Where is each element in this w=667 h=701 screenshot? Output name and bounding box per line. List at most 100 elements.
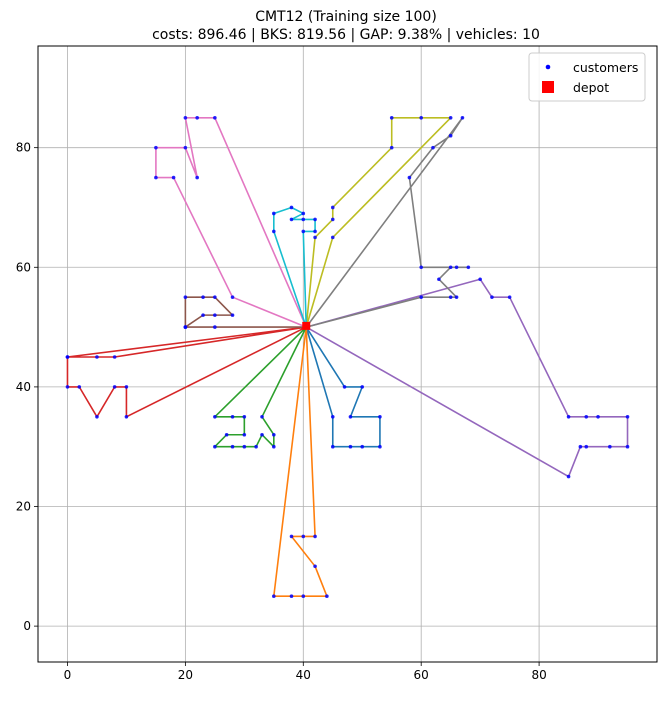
customer-point: [124, 414, 129, 419]
customer-point: [260, 414, 264, 419]
customer-point: [230, 414, 235, 419]
route-line-6: [184, 296, 307, 328]
y-tick-label: 0: [23, 619, 31, 633]
customer-point: [289, 205, 294, 210]
customer-point: [325, 594, 329, 599]
customer-point: [584, 414, 589, 419]
customer-point: [407, 175, 412, 180]
customer-point: [183, 115, 188, 120]
legend: customers depot: [528, 52, 646, 102]
y-tick-label: 40: [16, 380, 31, 394]
customer-point: [124, 385, 129, 389]
customer-point: [448, 115, 453, 120]
customer-point: [330, 414, 335, 419]
customer-point: [195, 115, 199, 120]
customer-points: [65, 115, 630, 599]
customer-point: [201, 295, 205, 299]
customer-point: [454, 295, 459, 299]
customer-point: [183, 325, 188, 329]
customer-point: [330, 205, 335, 210]
customer-point: [507, 295, 512, 299]
depot-layer: [302, 321, 311, 330]
customer-point: [478, 277, 482, 282]
customer-point: [490, 295, 494, 299]
customer-point: [289, 594, 294, 599]
x-tick-label: 80: [531, 668, 546, 682]
customer-point: [224, 432, 229, 437]
customer-point: [448, 295, 453, 299]
customer-point: [330, 217, 335, 222]
customer-point: [378, 414, 382, 419]
depot-marker: [302, 321, 311, 330]
customer-point: [65, 385, 70, 389]
customer-point: [301, 594, 306, 599]
customer-point: [213, 414, 217, 419]
route-line-4: [66, 326, 308, 418]
customer-point: [313, 534, 317, 539]
customer-point: [301, 211, 306, 216]
customer-point: [608, 444, 612, 449]
customer-point: [301, 534, 306, 539]
legend-depot-marker: [542, 81, 554, 93]
customer-point: [230, 313, 235, 317]
axis-ticks: 0 20 40 60 80 0 20 40 60 80: [16, 141, 547, 682]
customer-point: [313, 235, 317, 240]
customer-point: [95, 355, 99, 359]
customer-point: [289, 534, 294, 539]
customer-point: [566, 414, 571, 419]
chart-title: CMT12 (Training size 100): [255, 9, 437, 25]
y-tick-label: 20: [16, 500, 31, 514]
customer-point: [460, 115, 465, 120]
x-tick-label: 60: [414, 668, 429, 682]
customer-point: [183, 145, 188, 150]
customer-point: [313, 217, 317, 222]
routes: [66, 116, 629, 598]
customer-point: [260, 432, 264, 437]
customer-point: [242, 432, 247, 437]
customer-point: [389, 145, 394, 150]
customer-point: [112, 385, 117, 389]
y-tick-label: 60: [16, 260, 31, 274]
customer-point: [313, 229, 317, 234]
customer-point: [77, 385, 82, 389]
legend-depot-label: depot: [573, 80, 609, 95]
customer-point: [342, 385, 347, 389]
customer-point: [154, 145, 158, 150]
customer-point: [230, 295, 235, 299]
customer-point: [272, 594, 276, 599]
customer-point: [230, 444, 235, 449]
customer-point: [272, 444, 276, 449]
customer-point: [348, 414, 353, 419]
customer-point: [171, 175, 176, 180]
customer-point: [360, 385, 365, 389]
customer-point: [272, 432, 276, 437]
customer-point: [625, 444, 630, 449]
customer-point: [625, 414, 630, 419]
customer-point: [431, 145, 435, 150]
x-tick-label: 40: [296, 668, 311, 682]
legend-customers-marker: [545, 64, 551, 70]
customer-point: [330, 444, 335, 449]
customer-point: [419, 295, 423, 299]
x-tick-label: 0: [64, 668, 72, 682]
route-line-9: [305, 116, 452, 328]
customer-point: [360, 444, 365, 449]
customer-point: [330, 235, 335, 240]
customer-point: [65, 355, 70, 359]
legend-box: [528, 52, 646, 102]
customer-point: [213, 115, 217, 120]
customer-point: [301, 229, 306, 234]
y-tick-label: 80: [16, 141, 31, 155]
customer-point: [389, 115, 394, 120]
legend-customers-label: customers: [573, 60, 638, 75]
customer-point: [272, 211, 276, 216]
customer-point: [448, 133, 453, 138]
customer-point: [254, 444, 258, 449]
x-tick-label: 20: [178, 668, 193, 682]
customer-point: [95, 414, 99, 419]
customer-point: [183, 295, 188, 299]
route-line-7: [155, 116, 307, 328]
customer-point: [213, 444, 217, 449]
